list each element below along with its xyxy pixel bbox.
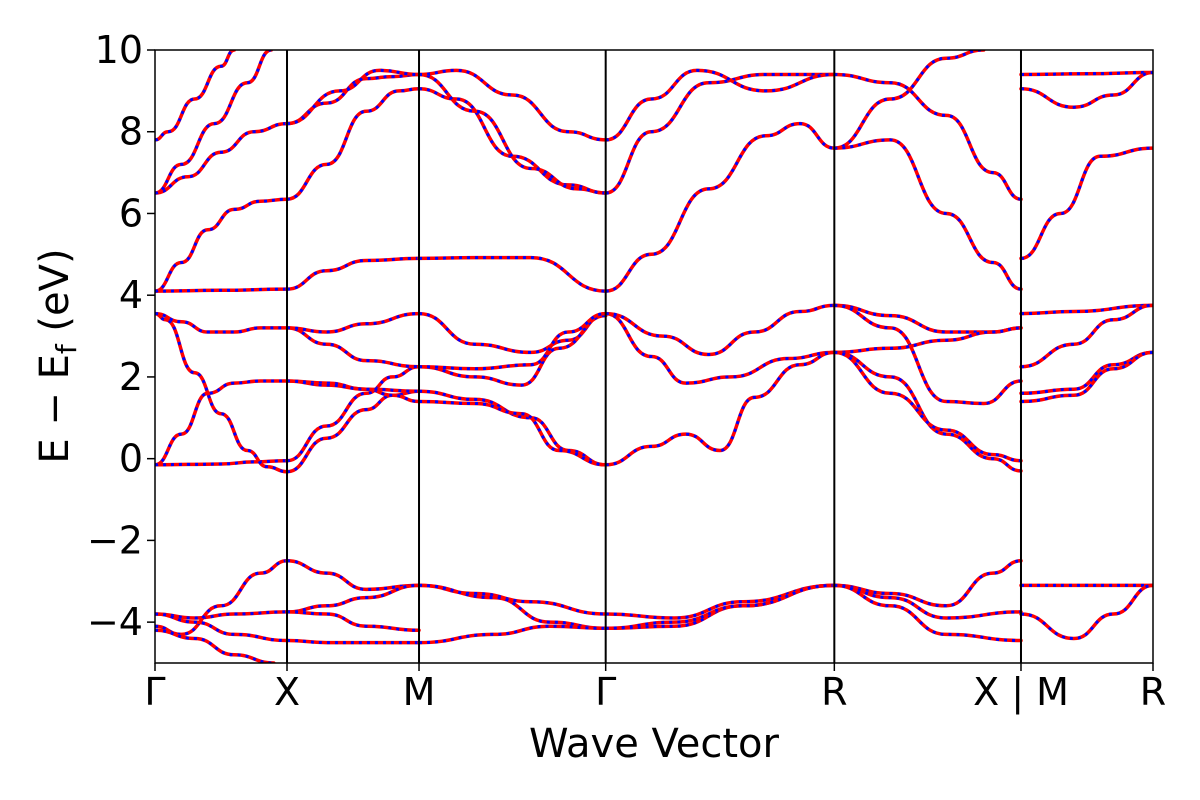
band-line-dashed-56 [834, 559, 1022, 608]
band-line-37 [417, 583, 608, 631]
band-line-dashed-17 [286, 326, 420, 369]
y-axis-title-main: E − E [32, 354, 78, 464]
band-line-dashed-27 [418, 256, 606, 293]
x-tick-label: Γ [595, 670, 616, 714]
band-line-dashed-7 [155, 50, 272, 195]
y-tick-label: 10 [95, 28, 143, 72]
y-tick-label: 6 [119, 191, 143, 235]
band-line-dashed-0 [155, 459, 288, 467]
band-line-47 [603, 583, 837, 631]
band-line-dashed-12 [155, 628, 274, 663]
band-line-dashed-53 [834, 326, 1022, 354]
band-line-dashed-50 [834, 73, 1022, 201]
band-line-dashed-57 [834, 583, 1022, 620]
band-line-dashed-2 [155, 379, 287, 467]
band-line-dashed-6 [155, 122, 288, 195]
y-tick-label: 8 [119, 110, 143, 154]
y-tick-label: −2 [87, 518, 143, 562]
y-tick-label: 4 [119, 273, 143, 317]
y-axis-title-sub: f [50, 343, 83, 354]
x-tick-label: X | M [973, 670, 1069, 715]
band-line-11 [155, 612, 289, 643]
band-line-dashed-36 [418, 583, 606, 616]
band-line-29 [417, 72, 608, 195]
band-line-dashed-59 [1020, 71, 1153, 76]
band-line-8 [155, 50, 236, 142]
band-line-dashed-63 [1020, 303, 1153, 369]
band-line-dashed-34 [418, 400, 606, 467]
band-line-dashed-38 [418, 624, 606, 645]
band-line-dashed-22 [286, 68, 420, 126]
band-line-dashed-43 [605, 303, 835, 357]
x-axis-ticks: Γ X M Γ R X | M R [144, 663, 1166, 715]
band-line-61 [1019, 146, 1153, 261]
band-line-24 [285, 583, 421, 614]
band-line-13 [285, 364, 421, 463]
band-line-dashed-4 [155, 287, 288, 293]
band-line-67 [1019, 583, 1153, 641]
band-line-dashed-54 [834, 350, 1022, 473]
band-line-dashed-3 [155, 312, 287, 334]
band-line-dashed-49 [834, 138, 1022, 291]
band-line-dashed-44 [605, 350, 835, 467]
y-axis-ticks: −4 −2 0 2 4 6 8 10 [87, 28, 155, 644]
band-line-dashed-32 [418, 314, 606, 387]
y-tick-label: 2 [119, 355, 143, 399]
x-tick-label: R [821, 670, 847, 714]
band-line-dashed-58 [834, 583, 1022, 642]
bands-layer [155, 50, 1153, 663]
y-axis-title: E − Ef (eV) [32, 248, 83, 463]
band-line-dashed-20 [286, 87, 420, 201]
band-line-dashed-41 [605, 68, 835, 142]
plot-frame [154, 49, 1154, 664]
band-line-dashed-55 [834, 350, 1022, 463]
band-line-dashed-19 [286, 256, 420, 291]
band-line-dashed-35 [418, 312, 606, 371]
band-line-5 [155, 197, 289, 293]
band-line-dashed-31 [418, 312, 606, 354]
x-tick-label: R [1140, 670, 1166, 714]
band-line-dashed-16 [286, 379, 420, 393]
band-line-dashed-60 [1020, 71, 1153, 109]
band-line-dashed-39 [605, 122, 835, 293]
band-line-18 [285, 311, 421, 334]
x-tick-label: X [274, 670, 300, 714]
x-tick-label: M [403, 670, 436, 714]
band-line-62 [1019, 303, 1153, 316]
band-line-dashed-9 [155, 610, 288, 620]
band-line-dashed-23 [286, 559, 420, 591]
band-line-dashed-40 [605, 72, 835, 195]
x-tick-label: Γ [144, 670, 165, 714]
high-symmetry-lines [286, 50, 1022, 663]
band-line-dashed-26 [286, 639, 419, 645]
y-tick-label: 0 [119, 437, 143, 481]
y-tick-label: −4 [87, 600, 143, 644]
band-line-52 [832, 303, 1023, 406]
band-line-dashed-1 [155, 312, 288, 474]
band-line-dashed-48 [834, 50, 984, 150]
x-axis-title: Wave Vector [529, 721, 780, 767]
y-axis-title-unit: (eV) [32, 248, 78, 344]
band-line-30 [417, 68, 608, 142]
band-line-42 [603, 311, 837, 385]
band-line-65 [1019, 350, 1153, 404]
band-line-25 [285, 610, 421, 633]
